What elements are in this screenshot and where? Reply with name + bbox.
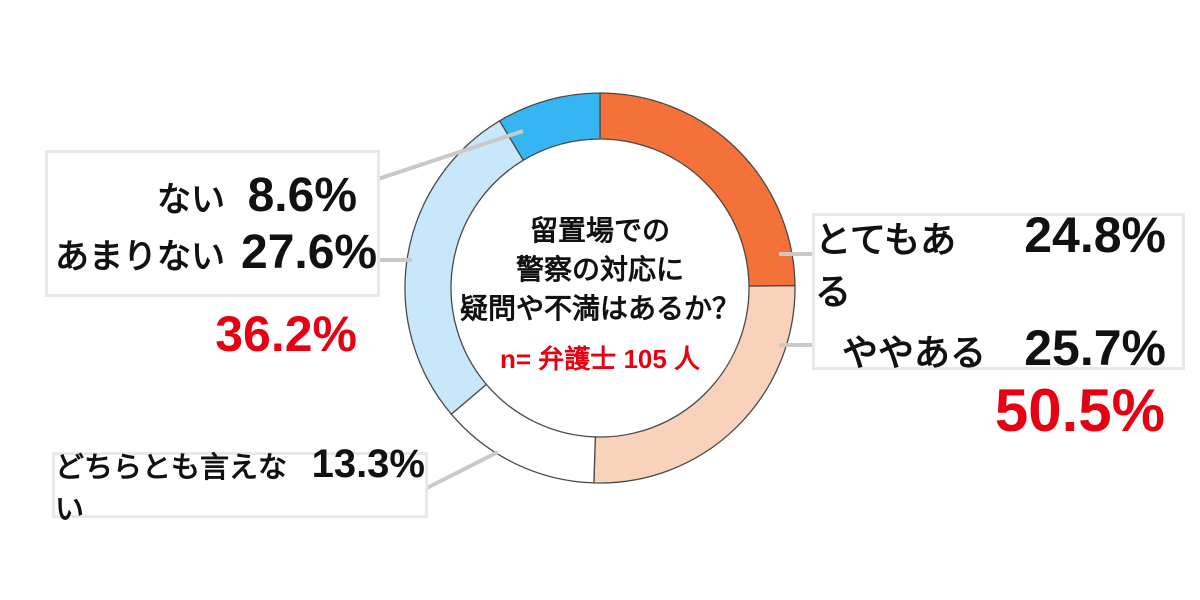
donut-segments <box>404 92 796 484</box>
group-total-negative: 36.2% <box>215 306 357 362</box>
legend-row-yayaaru: ややある 25.7% <box>815 319 1166 377</box>
legend-row-nai: ない 8.6% <box>48 168 357 223</box>
group-total-positive: 50.5% <box>994 377 1165 444</box>
chart-question-line-3: 疑問や不満はあるか？ <box>459 293 740 324</box>
legend-value-totemoaru: 24.8% <box>1024 207 1166 263</box>
legend-value-dochiratomo: 13.3% <box>311 442 425 486</box>
legend-label-totemoaru: とてもある <box>815 219 957 312</box>
legend-label-dochiratomo: どちらとも言えない <box>55 452 288 526</box>
chart-question-line-1: 留置場での <box>529 215 670 246</box>
donut-segment-3 <box>450 383 596 484</box>
legend-row-totemoaru: とてもある 24.8% <box>815 206 1166 315</box>
donut-segment-5 <box>499 92 601 161</box>
legend-label-nai: ない <box>157 180 225 219</box>
legend-value-nai: 8.6% <box>247 168 357 222</box>
legend-row-dochiratomo: どちらとも言えない 13.3% <box>55 442 425 528</box>
legend-label-yayaaru: ややある <box>841 332 986 373</box>
sample-size-note: n= 弁護士 105 人 <box>499 344 701 374</box>
legend-label-amarinai: あまりない <box>55 237 225 276</box>
chart-center-text: 留置場での 警察の対応に 疑問や不満はあるか？ n= 弁護士 105 人 <box>430 211 770 373</box>
chart-question-line-2: 警察の対応に <box>515 254 684 285</box>
legend-value-amarinai: 27.6% <box>241 225 378 279</box>
callout-box-neutral: どちらとも言えない 13.3% <box>52 442 428 526</box>
leader-lines <box>371 129 813 492</box>
callout-box-positive: とてもある 24.8% ややある 25.7% <box>812 207 1185 376</box>
leader-line-dochiratomo <box>422 450 499 492</box>
callout-box-negative: ない 8.6% あまりない 27.6% <box>45 150 380 297</box>
leader-line-nai <box>371 129 524 183</box>
legend-row-amarinai: あまりない 27.6% <box>48 225 378 280</box>
legend-value-yayaaru: 25.7% <box>1024 320 1166 376</box>
